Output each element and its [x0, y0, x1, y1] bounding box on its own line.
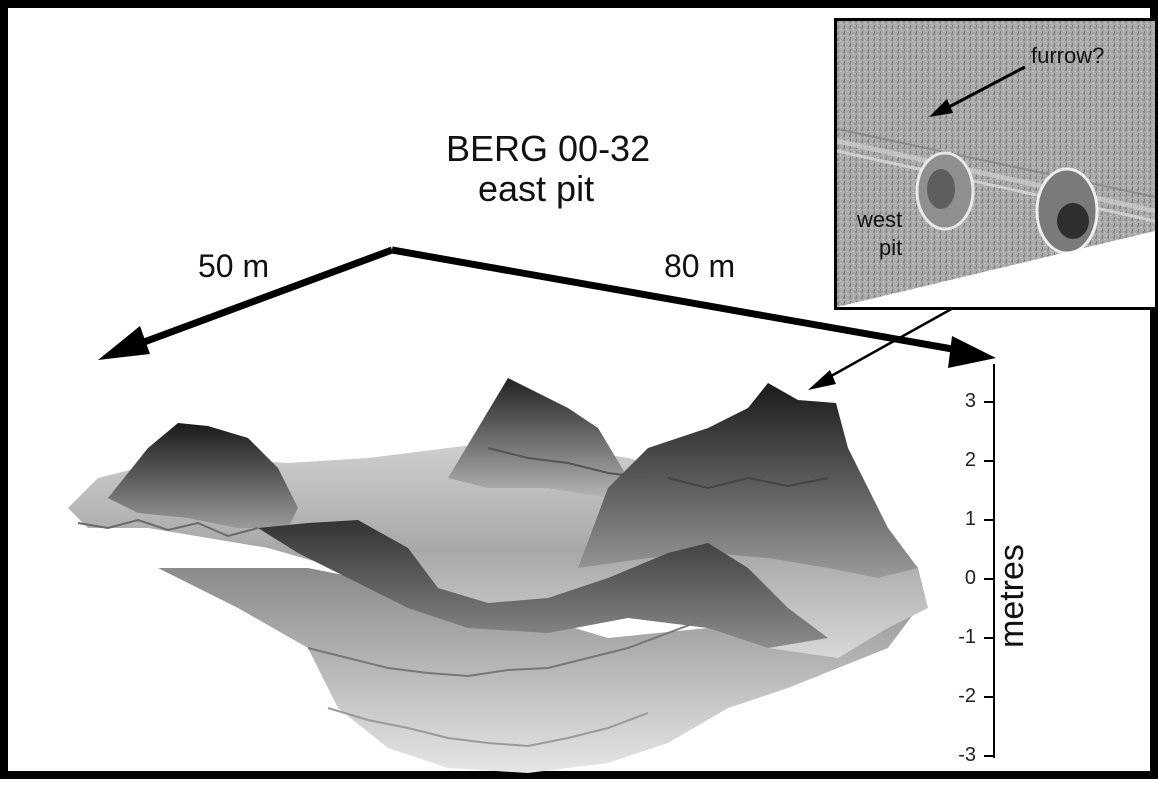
distance-left-label: 50 m: [198, 248, 270, 284]
furrow-label: furrow?: [1031, 43, 1105, 68]
west-pit-label-line-1: west: [857, 207, 903, 232]
tick-label: -3: [958, 744, 976, 766]
diagram-title-line-2: east pit: [478, 168, 595, 209]
surface-mesh: [68, 378, 928, 773]
distance-right-label: 80 m: [664, 248, 736, 284]
tick-label: 1: [964, 508, 976, 530]
tick-label: 3: [964, 390, 976, 412]
vertical-axis: [984, 364, 995, 758]
sonar-image: [837, 21, 1155, 307]
axis-title: metres: [993, 544, 1031, 648]
sonar-inset: furrow? west pit: [834, 18, 1158, 310]
tick-label: 0: [964, 567, 976, 589]
tick-label: -2: [958, 685, 976, 707]
terrain-surface: [68, 242, 1069, 773]
diagram-title-line-1: BERG 00-32: [446, 128, 651, 169]
tick-label: 2: [964, 449, 976, 471]
tick-label: -1: [958, 626, 976, 648]
west-pit-label-line-2: pit: [879, 235, 903, 260]
distance-arrows: [98, 246, 996, 368]
